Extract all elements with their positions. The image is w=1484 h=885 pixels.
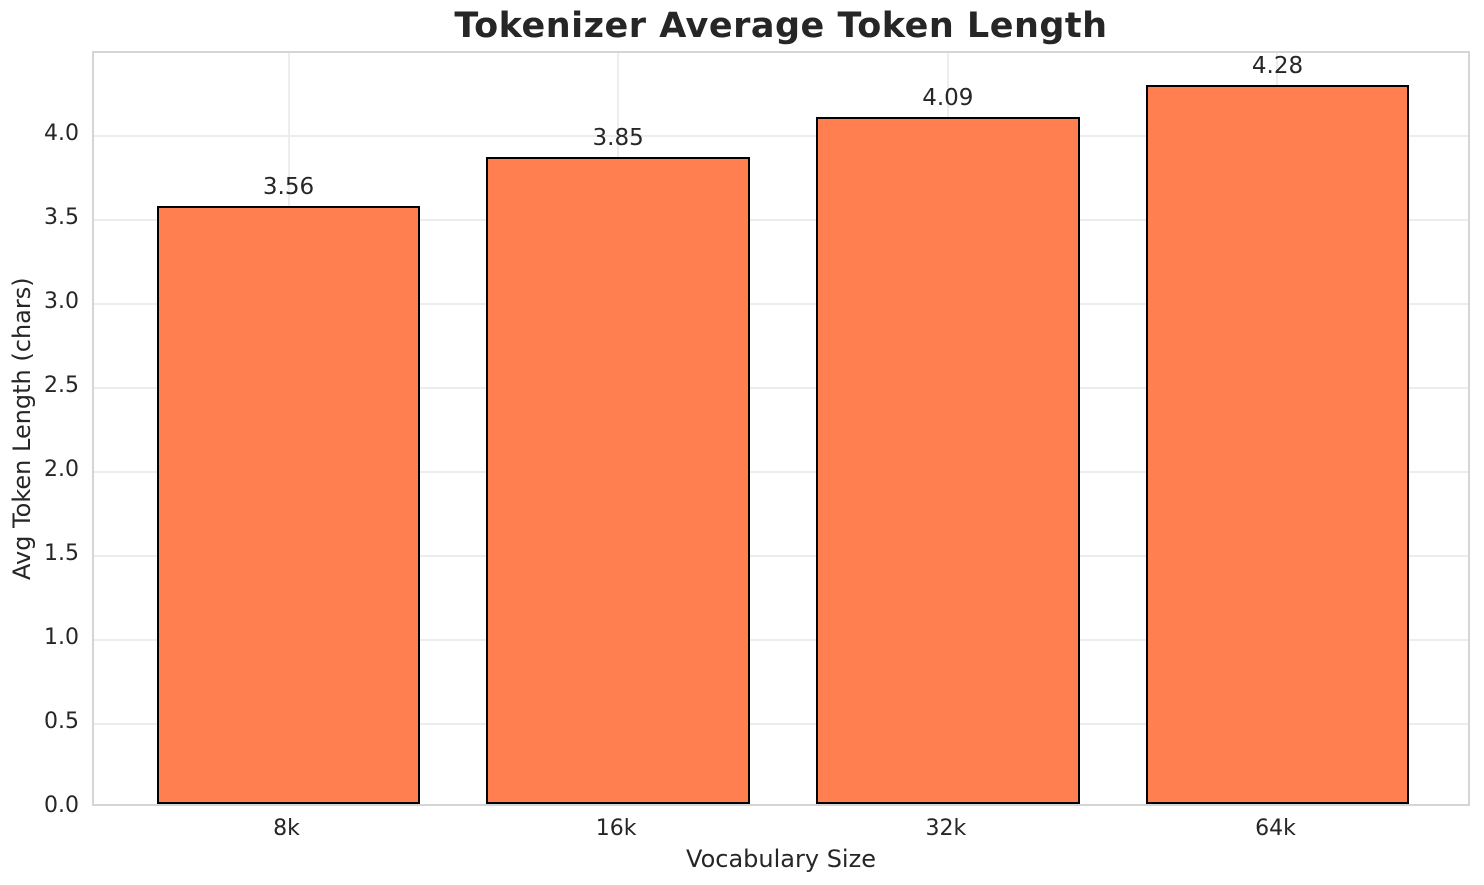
bar-16k — [486, 157, 751, 804]
plot-area: 3.56 3.85 4.09 4.28 — [92, 51, 1470, 806]
bar-value-label: 3.56 — [262, 173, 315, 200]
y-axis-label: Avg Token Length (chars) — [8, 277, 36, 580]
bar-8k — [156, 205, 421, 804]
x-axis-label: Vocabulary Size — [686, 845, 876, 873]
y-tick-label: 3.0 — [44, 288, 79, 314]
y-tick-label: 0.0 — [44, 793, 79, 818]
bar-value-label: 4.28 — [1251, 52, 1304, 79]
y-tick-label: 1.0 — [44, 624, 79, 650]
bar-value-label: 3.85 — [592, 125, 644, 152]
x-tick-label-8k: 8k — [273, 816, 300, 841]
y-tick-label: 1.5 — [44, 540, 79, 566]
bar-value-label: 4.09 — [922, 84, 974, 111]
h-gridline — [94, 554, 1468, 557]
h-gridline — [94, 722, 1468, 725]
h-gridline — [94, 470, 1468, 473]
y-tick-label: 2.5 — [44, 372, 79, 398]
h-gridline — [94, 134, 1468, 137]
bar-32k — [815, 116, 1080, 804]
y-tick-label: 3.5 — [44, 204, 79, 230]
bar-64k — [1145, 84, 1410, 804]
x-tick-label-32k: 32k — [925, 816, 967, 841]
x-tick-label-16k: 16k — [595, 816, 637, 841]
y-tick-label: 0.5 — [44, 708, 79, 734]
h-gridline — [94, 218, 1468, 221]
h-gridline — [94, 638, 1468, 641]
x-tick-label-64k: 64k — [1255, 816, 1296, 841]
h-gridline — [94, 302, 1468, 305]
h-gridline — [94, 386, 1468, 389]
chart-title: Tokenizer Average Token Length — [454, 6, 1108, 46]
y-tick-label: 2.0 — [44, 456, 79, 482]
y-tick-label: 4.0 — [44, 120, 79, 146]
